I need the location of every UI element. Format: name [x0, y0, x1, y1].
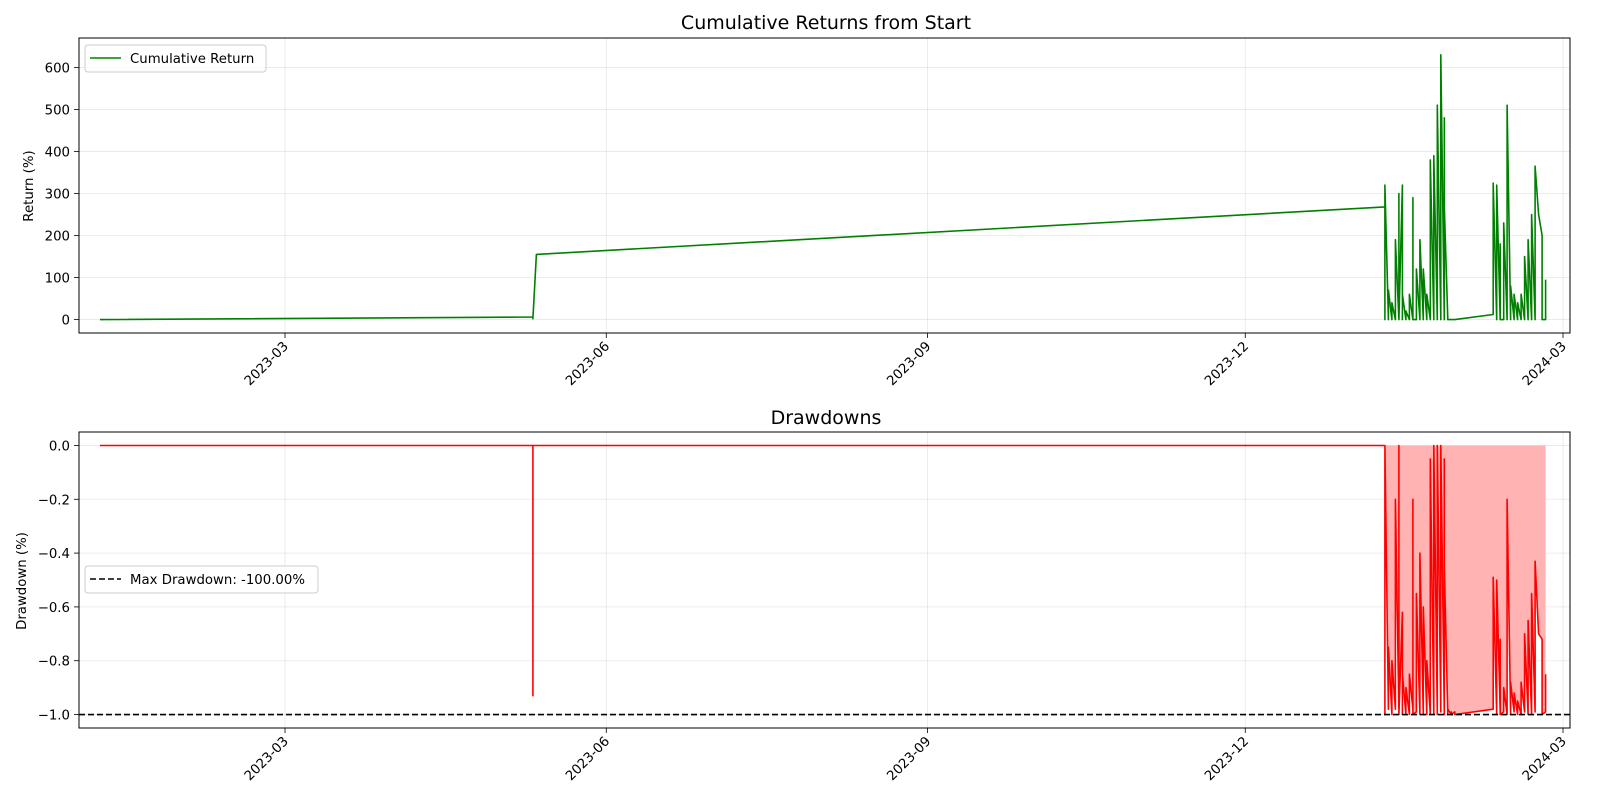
y-tick-label: −0.2	[38, 493, 70, 508]
y-tick-label: 500	[45, 103, 70, 118]
y-tick-label: −0.8	[38, 655, 70, 670]
drawdowns-y-ticks: 0.0 −0.2 −0.4 −0.6 −0.8 −1.0	[38, 439, 79, 724]
cumulative-returns-y-axis-label: Return (%)	[22, 150, 37, 221]
y-tick-label: 200	[45, 230, 70, 245]
y-tick-label: 600	[45, 61, 70, 76]
y-tick-label: −0.4	[38, 547, 70, 562]
cumulative-returns-y-ticks: 0 100 200 300 400 500 600	[45, 61, 79, 329]
drawdowns-legend: Max Drawdown: -100.00%	[84, 565, 319, 594]
legend-box	[84, 44, 267, 73]
y-tick-label: 400	[45, 145, 70, 160]
cumulative-returns-title: Cumulative Returns from Start	[681, 12, 971, 34]
y-tick-label: 0	[62, 314, 70, 329]
cumulative-returns-legend: Cumulative Return	[84, 44, 267, 73]
y-tick-label: −0.6	[38, 601, 70, 616]
y-tick-label: 0.0	[49, 439, 70, 454]
y-tick-label: 100	[45, 272, 70, 287]
cumulative-returns-plot	[99, 54, 1547, 321]
drawdowns-plot	[79, 444, 1570, 716]
drawdowns-axes-frame	[78, 431, 1571, 729]
y-tick-label: 300	[45, 187, 70, 202]
y-tick-label: −1.0	[38, 709, 70, 724]
legend-label-cumulative-return: Cumulative Return	[130, 52, 254, 67]
legend-label-max-drawdown: Max Drawdown: -100.00%	[130, 573, 305, 588]
cumulative-returns-grid	[79, 38, 1570, 333]
cumulative-returns-axes-frame	[78, 37, 1571, 334]
drawdowns-y-axis-label: Drawdown (%)	[15, 532, 30, 630]
cumulative-return-line	[99, 54, 1547, 321]
legend-box	[84, 565, 319, 594]
drawdowns-title: Drawdowns	[771, 407, 882, 429]
